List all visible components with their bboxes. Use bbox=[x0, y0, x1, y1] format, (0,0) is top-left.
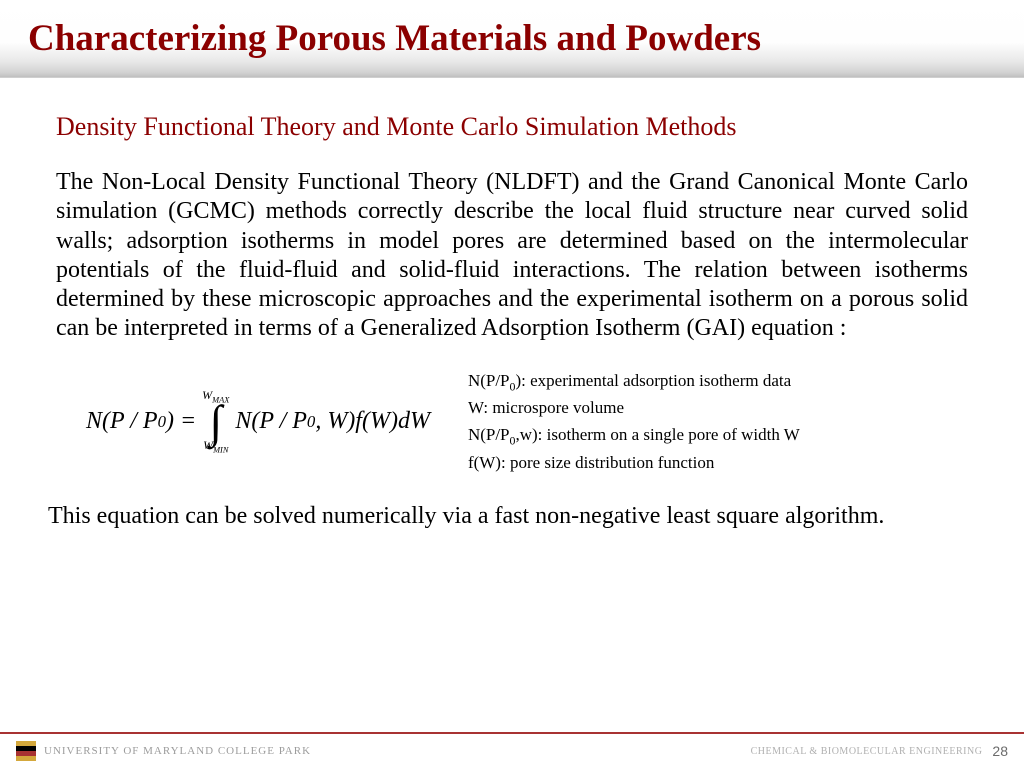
eq-lhs-sub: 0 bbox=[158, 412, 166, 432]
eq-lhs-post: ) = bbox=[166, 408, 196, 435]
equation-row: N(P / P0) = WMAX ∫ WMIN N(P / P0, W)f(W)… bbox=[0, 344, 1024, 476]
eq-integrand-pre: N(P / P bbox=[235, 408, 307, 435]
eq-lhs-pre: N(P / P bbox=[86, 408, 158, 435]
legend-line-1: N(P/P0): experimental adsorption isother… bbox=[468, 368, 800, 396]
lower-limit: WMIN bbox=[203, 439, 228, 455]
title-bar: Characterizing Porous Materials and Powd… bbox=[0, 0, 1024, 78]
paragraph-2: This equation can be solved numerically … bbox=[0, 476, 1024, 531]
equation-legend: N(P/P0): experimental adsorption isother… bbox=[468, 368, 800, 476]
footer-right: CHEMICAL & BIOMOLECULAR ENGINEERING 28 bbox=[751, 743, 1008, 759]
integral-symbol: ∫ bbox=[209, 405, 222, 440]
footer-left-text: UNIVERSITY OF MARYLAND COLLEGE PARK bbox=[44, 745, 311, 757]
page-number: 28 bbox=[992, 743, 1008, 759]
footer-left: UNIVERSITY OF MARYLAND COLLEGE PARK bbox=[16, 741, 311, 761]
integral-block: WMAX ∫ WMIN bbox=[202, 389, 229, 455]
umd-logo-icon bbox=[16, 741, 36, 761]
legend-line-3: N(P/P0,w): isotherm on a single pore of … bbox=[468, 422, 800, 450]
slide-title: Characterizing Porous Materials and Powd… bbox=[28, 17, 761, 60]
legend-line-2: W: microspore volume bbox=[468, 395, 800, 421]
paragraph-1: The Non-Local Density Functional Theory … bbox=[0, 142, 1024, 344]
section-heading: Density Functional Theory and Monte Carl… bbox=[0, 78, 1024, 142]
gai-equation: N(P / P0) = WMAX ∫ WMIN N(P / P0, W)f(W)… bbox=[86, 389, 430, 455]
eq-integrand-post: , W)f(W)dW bbox=[315, 408, 430, 435]
slide-footer: UNIVERSITY OF MARYLAND COLLEGE PARK CHEM… bbox=[0, 732, 1024, 768]
eq-integrand-sub: 0 bbox=[307, 412, 315, 432]
legend-line-4: f(W): pore size distribution function bbox=[468, 450, 800, 476]
footer-right-text: CHEMICAL & BIOMOLECULAR ENGINEERING bbox=[751, 746, 983, 757]
